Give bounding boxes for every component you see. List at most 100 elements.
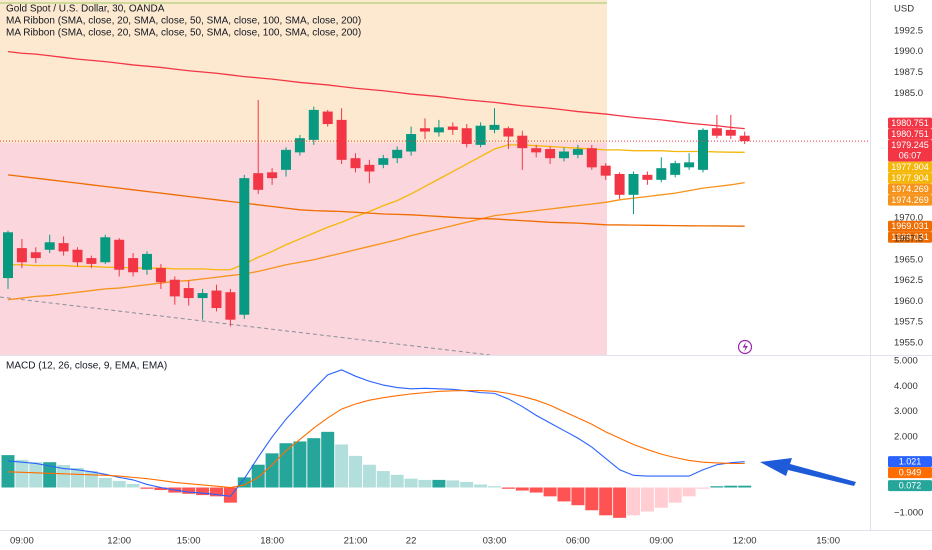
price-tag [888,183,932,195]
candle-body [600,165,611,176]
histogram-bar [627,487,640,516]
x-tick-label: 09:00 [10,536,34,547]
x-tick-label: 06:00 [566,536,590,547]
histogram-bar [418,479,432,488]
histogram-bar [613,487,627,518]
x-tick-label: 22 [406,536,417,547]
histogram-bar [307,438,321,488]
currency-label: USD [894,4,914,15]
histogram-bar [696,487,710,489]
histogram-bar [210,487,223,497]
candle-body [711,128,722,136]
histogram-bar [29,462,43,488]
histogram-bar [501,487,515,489]
price-tag-label: 1.021 [899,456,922,466]
x-tick-label: 12:00 [107,536,131,547]
candle-body [378,158,389,165]
y-tick-label: 1962.5 [894,275,923,286]
histogram-bar [460,481,474,488]
histogram-bar [182,487,196,494]
candle-body [155,268,166,283]
histogram-bar [432,479,446,488]
candle-body [30,252,41,259]
y-tick-label: 2.000 [894,431,918,442]
histogram-bar [251,464,265,488]
histogram-bar [112,480,126,488]
candle-body [364,164,375,172]
candle-body [614,174,625,195]
price-tag-label: 1969.031 [891,232,929,242]
candle-body [225,292,236,320]
y-tick-label: 1957.5 [894,317,923,328]
candle-body [253,173,264,190]
y-tick-label: 1965.0 [894,254,923,265]
histogram-bar [640,487,654,512]
candle-body [739,135,750,142]
histogram-bar [515,487,529,491]
histogram-bar [654,487,668,508]
candle-body [628,174,639,195]
histogram-bar [98,477,112,488]
candle-body [294,138,305,153]
price-tag-label: 1974.269 [891,195,929,205]
candle-body [350,158,361,169]
histogram-bar [57,464,71,488]
x-tick-label: 18:00 [260,536,284,547]
histogram-bar [376,471,390,488]
candle-body [572,149,583,155]
histogram-bar [557,487,571,502]
histogram-bar [43,462,57,488]
line [7,174,745,227]
histogram-bar [196,487,210,496]
line [7,181,745,301]
histogram-bar [293,441,307,488]
candle-body [58,243,69,252]
y-tick-label: 5.000 [894,356,918,367]
histogram-bar [140,487,154,489]
price-tag [888,456,932,468]
candle-body [239,178,250,315]
candle-body [322,111,333,125]
histogram-bar [488,486,501,488]
y-tick-label: 1970.0 [894,213,923,224]
candle-body [3,232,13,279]
candle-body [503,128,514,137]
candle-body [114,239,125,270]
histogram-bar [335,444,349,488]
candle-body [461,128,472,145]
y-tick-label: 1992.5 [894,25,923,36]
annotation-arrow [760,458,856,486]
line [7,50,745,130]
candle-body [86,258,97,264]
alert-icon[interactable] [737,339,753,355]
price-tag [888,194,932,206]
histogram-bar [404,478,418,488]
x-tick-label: 15:00 [816,536,840,547]
candle-body [559,151,569,159]
x-tick-label: 15:00 [177,536,201,547]
candle-body [586,148,597,168]
histogram-bar [154,487,168,491]
histogram-bar [599,487,613,516]
candle-body [489,124,500,130]
candle-body [433,127,444,133]
histogram-bar [84,471,98,488]
candle-body [44,242,55,250]
histogram-bar [710,486,724,488]
histogram-bar [738,485,752,488]
candle-body [517,135,528,149]
histogram-bar [571,487,585,506]
arrow-shape [760,458,856,486]
x-tick-label: 12:00 [733,536,757,547]
price-tag-label: 0.949 [899,467,922,477]
price-tag [888,139,932,162]
macd-title: MACD (12, 26, close, 9, EMA, EMA) [6,361,167,372]
histogram-bar [724,485,738,488]
price-tag [888,467,932,479]
candle-body [670,163,681,175]
candle-body [642,174,653,180]
price-tag [888,480,932,492]
candle-body [128,258,139,273]
candle-body [308,109,319,140]
price-tag [888,220,932,232]
